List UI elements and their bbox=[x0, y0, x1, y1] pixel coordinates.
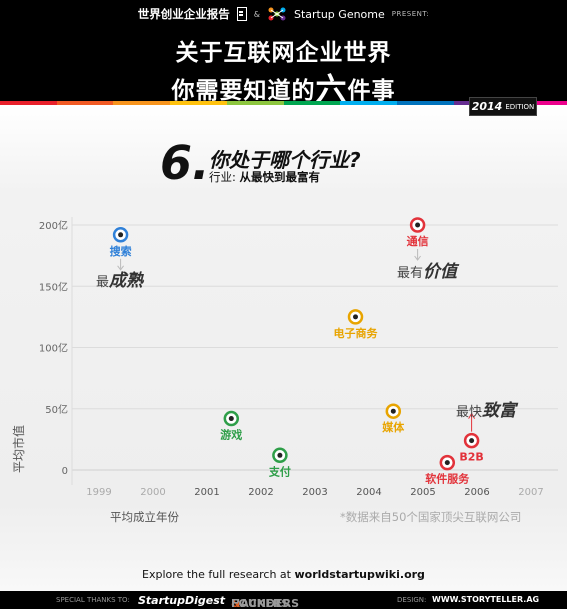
startup-genome-logo-icon bbox=[268, 7, 286, 21]
note-mature-pre: 最 bbox=[96, 275, 110, 290]
title-line-1: 关于互联网企业世界 bbox=[175, 40, 392, 66]
y-tick-label: 50亿 bbox=[45, 403, 68, 416]
arrow-valuable-head bbox=[414, 255, 421, 261]
stripe-segment bbox=[510, 101, 567, 105]
report-icon bbox=[236, 7, 247, 21]
source-note: *数据来自50个国家顶尖互联网公司 bbox=[340, 510, 522, 524]
y-tick-label: 150亿 bbox=[39, 280, 68, 293]
header-credits: 世界创业企业报告 & Startup Genome PRESENT: bbox=[0, 6, 567, 22]
note-fastest-rich: 最快致富 bbox=[456, 396, 516, 421]
x-tick-label: 2006 bbox=[464, 487, 489, 498]
explore-link[interactable]: worldstartupwiki.org bbox=[294, 568, 425, 581]
footer-thanks: SPECIAL THANKS TO: bbox=[56, 596, 130, 604]
sponsor2-b: FOUNDERS bbox=[231, 597, 300, 610]
data-point-label: B2B bbox=[459, 451, 483, 464]
stripe-segment bbox=[170, 101, 227, 105]
footer-design-site[interactable]: WWW.STORYTELLER.AG bbox=[432, 595, 540, 604]
present-label: PRESENT: bbox=[391, 10, 430, 18]
arrow-mature-head bbox=[117, 265, 124, 271]
data-point-center bbox=[277, 452, 283, 458]
sponsor-startupdigest: StartupDigest bbox=[138, 594, 226, 607]
note-rich-em: 致富 bbox=[482, 401, 517, 421]
title-line-2-post: 件事 bbox=[347, 78, 396, 104]
explore-text: Explore the full research at bbox=[142, 568, 291, 581]
x-tick-label: 2004 bbox=[356, 487, 381, 498]
note-mature-em: 成熟 bbox=[109, 271, 144, 291]
x-tick-label: 2002 bbox=[248, 487, 273, 498]
x-tick-label: 2007 bbox=[518, 487, 543, 498]
edition-year: 2014 bbox=[471, 100, 503, 113]
note-rich-pre: 最快 bbox=[456, 405, 483, 420]
title-line-2-pre: 你需要知道的 bbox=[171, 78, 316, 104]
x-tick-label: 2000 bbox=[140, 487, 165, 498]
stripe-segment bbox=[56, 101, 114, 105]
data-point-center bbox=[118, 232, 124, 238]
note-valuable-pre: 最有 bbox=[397, 266, 424, 281]
question-subtitle: 行业: 从最快到最富有 bbox=[209, 169, 320, 185]
stripe-segment bbox=[113, 101, 171, 105]
x-axis-label: 平均成立年份 bbox=[110, 510, 179, 524]
edition-badge: 2014 EDITION bbox=[469, 97, 537, 116]
question-number: 6. bbox=[160, 136, 210, 190]
stripe-segment bbox=[283, 101, 341, 105]
y-tick-label: 0 bbox=[62, 466, 68, 477]
x-tick-label: 2001 bbox=[194, 487, 219, 498]
footer-design-label: DESIGN: bbox=[397, 596, 427, 604]
report-name: 世界创业企业报告 bbox=[137, 7, 230, 21]
explore-line: Explore the full research at worldstartu… bbox=[0, 568, 567, 581]
data-point-center bbox=[415, 222, 421, 228]
note-most-valuable: 最有价值 bbox=[397, 257, 457, 282]
subtitle-rest: 从最快到最富有 bbox=[239, 170, 321, 184]
stripe-segment bbox=[226, 101, 284, 105]
data-point-label: 通信 bbox=[407, 234, 429, 248]
stripe-segment bbox=[0, 101, 57, 105]
sponsor2-amp: & bbox=[231, 597, 241, 610]
stripe-segment bbox=[340, 101, 397, 105]
question-title: 你处于哪个行业? bbox=[209, 148, 361, 172]
data-point-center bbox=[228, 416, 234, 422]
header-amp: & bbox=[253, 9, 260, 19]
x-tick-label: 2003 bbox=[302, 487, 327, 498]
x-tick-label: 1999 bbox=[86, 487, 111, 498]
data-point-label: 支付 bbox=[268, 464, 291, 478]
note-valuable-em: 价值 bbox=[423, 262, 458, 282]
y-tick-label: 100亿 bbox=[39, 342, 68, 355]
subtitle-prefix: 行业: bbox=[209, 170, 236, 184]
sponsor2-a: HACKERS bbox=[231, 597, 290, 610]
y-tick-label: 200亿 bbox=[39, 219, 68, 232]
header-banner: 世界创业企业报告 & Startup Genome PRESENT: 关于互联网… bbox=[0, 0, 567, 108]
partner-name: Startup Genome bbox=[293, 7, 385, 21]
title-line-2: 你需要知道的六件事 bbox=[0, 64, 567, 109]
stripe-segment bbox=[396, 101, 454, 105]
edition-label: EDITION bbox=[505, 102, 535, 111]
data-point-label: 电子商务 bbox=[334, 326, 379, 340]
data-point-label: 软件服务 bbox=[425, 472, 470, 486]
data-point-center bbox=[390, 408, 396, 414]
footer-bar: SPECIAL THANKS TO: StartupDigest HACKERS… bbox=[0, 591, 567, 610]
data-point-label: 游戏 bbox=[220, 428, 242, 442]
arrow-rich-head bbox=[468, 412, 476, 419]
x-tick-label: 2005 bbox=[410, 487, 435, 498]
data-point-label: 媒体 bbox=[381, 420, 405, 434]
data-point-center bbox=[444, 460, 450, 466]
data-point-center bbox=[353, 314, 358, 320]
y-axis-label: 平均市值 bbox=[12, 424, 26, 473]
note-most-mature: 最成熟 bbox=[96, 266, 143, 291]
data-point-label: 搜索 bbox=[110, 244, 132, 258]
data-point-center bbox=[469, 438, 475, 444]
